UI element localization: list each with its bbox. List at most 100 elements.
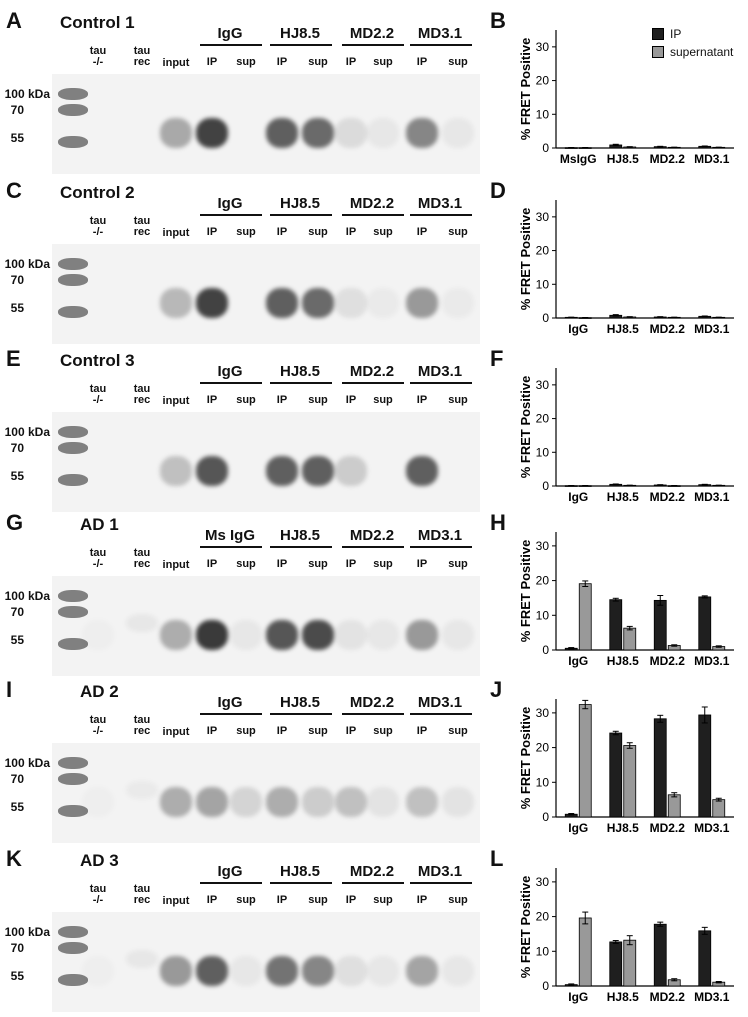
protein-band: [196, 456, 228, 486]
y-tick-label: 10: [536, 775, 550, 789]
antibody-label: MD3.1: [417, 363, 463, 380]
protein-band: [160, 118, 192, 148]
molecular-weight-marker: 100 kDa: [4, 87, 50, 101]
protein-band: [302, 956, 334, 986]
y-axis-label: % FRET Positive: [518, 208, 533, 311]
lane-label-ip: IP: [206, 394, 218, 406]
western-blot: [52, 743, 480, 843]
y-tick-label: 30: [536, 539, 550, 553]
blot-panel-letter: K: [6, 846, 22, 871]
x-tick-label: IgG: [568, 821, 588, 835]
protein-band: [406, 620, 438, 650]
y-tick-label: 0: [542, 141, 549, 155]
protein-band: [302, 620, 334, 650]
antibody-underline: [270, 882, 332, 884]
antibody-label: MD2.2: [349, 694, 395, 711]
ladder-band: [58, 926, 88, 938]
protein-band: [160, 787, 192, 817]
protein-band: [266, 956, 298, 986]
bar-chart: 0 10 20 30% FRET Positive IgG HJ8.5 MD2.2 MD3.1: [484, 669, 746, 839]
protein-band: [196, 288, 228, 318]
bar-ip: [653, 718, 667, 818]
protein-band: [230, 956, 262, 986]
western-blot: [52, 74, 480, 174]
lane-label-ip: IP: [276, 894, 288, 906]
bar-ip: [698, 714, 712, 818]
ladder-band: [58, 274, 88, 286]
protein-band: [335, 118, 367, 148]
lane-label-tau-knockout: tau -/-: [89, 215, 107, 238]
molecular-weight-marker: 55: [10, 633, 24, 647]
y-tick-label: 10: [536, 445, 550, 459]
antibody-underline: [270, 214, 332, 216]
protein-band: [266, 118, 298, 148]
y-tick-label: 0: [542, 479, 549, 493]
molecular-weight-marker: 100 kDa: [4, 589, 50, 603]
antibody-underline: [410, 44, 472, 46]
x-tick-label: MD2.2: [650, 821, 686, 835]
lane-label-input: input: [162, 726, 190, 738]
ladder-band: [58, 442, 88, 454]
antibody-underline: [410, 382, 472, 384]
bar-ip: [609, 732, 623, 818]
bar-ip: [609, 941, 623, 987]
antibody-underline: [342, 214, 404, 216]
x-tick-label: IgG: [568, 654, 588, 668]
antibody-label: Ms IgG: [204, 527, 255, 544]
lane-label-ip: IP: [276, 56, 288, 68]
chart-panel-letter: H: [490, 510, 506, 535]
bar-chart-svg: 0 10 20 30% FRET Positive IgG HJ8.5 MD2.2 MD3.1: [518, 200, 734, 336]
lane-label-ip: IP: [206, 894, 218, 906]
legend-label: supernatant: [670, 45, 734, 59]
lane-label-sup: sup: [448, 394, 468, 406]
protein-band: [406, 456, 438, 486]
x-tick-label: HJ8.5: [607, 322, 639, 336]
protein-band: [406, 956, 438, 986]
lane-label-sup: sup: [373, 394, 393, 406]
protein-band: [196, 118, 228, 148]
bar-chart-svg: 0 10 20 30% FRET Positive IgG HJ8.5 MD2.2 MD3.1: [518, 532, 734, 668]
ladder-band: [58, 638, 88, 650]
lane-label-ip: IP: [416, 725, 428, 737]
x-tick-label: MD2.2: [650, 990, 686, 1004]
lane-label-input: input: [162, 227, 190, 239]
antibody-label: MD3.1: [417, 527, 463, 544]
panel-row: G H AD 1 tau -/- tau rec input Ms IgG IP sup HJ8.5 I…: [0, 502, 748, 676]
antibody-underline: [410, 214, 472, 216]
lane-label-sup: sup: [373, 725, 393, 737]
panel-row: K L AD 3 tau -/- tau rec input IgG IP sup HJ8.5 IP su…: [0, 838, 748, 1012]
sample-title: Control 2: [60, 183, 135, 202]
panel-row: I J AD 2 tau -/- tau rec input IgG IP sup HJ8.5 IP su…: [0, 669, 748, 843]
protein-band: [406, 288, 438, 318]
antibody-underline: [270, 382, 332, 384]
bar-ip: [609, 599, 623, 651]
antibody-label: MD2.2: [349, 25, 395, 42]
lane-label-input: input: [162, 895, 190, 907]
antibody-label: MD3.1: [417, 863, 463, 880]
antibody-underline: [342, 713, 404, 715]
x-tick-label: MD3.1: [694, 490, 730, 504]
lane-label-sup: sup: [236, 394, 256, 406]
antibody-underline: [270, 713, 332, 715]
bar-chart: 0 10 20 30% FRET Positive IgG HJ8.5 MD2.2 MD3.1: [484, 338, 746, 508]
ladder-band: [58, 974, 88, 986]
lane-label-sup: sup: [308, 725, 328, 737]
y-axis-label: % FRET Positive: [518, 707, 533, 810]
sample-title: Control 1: [60, 13, 135, 32]
antibody-underline: [200, 382, 262, 384]
bar-ip: [698, 930, 712, 987]
lane-label-sup: sup: [373, 894, 393, 906]
x-tick-label: MD2.2: [650, 654, 686, 668]
x-tick-label: HJ8.5: [607, 821, 639, 835]
lane-label-ip: IP: [206, 226, 218, 238]
protein-band: [266, 620, 298, 650]
antibody-underline: [200, 44, 262, 46]
lane-label-sup: sup: [308, 558, 328, 570]
lane-label-tau-recombinant: tau rec: [133, 215, 151, 238]
legend-swatch: [652, 28, 664, 40]
lane-label-ip: IP: [416, 558, 428, 570]
ladder-band: [58, 258, 88, 270]
y-tick-label: 30: [536, 378, 550, 392]
lane-label-ip: IP: [345, 226, 357, 238]
antibody-label: HJ8.5: [279, 363, 321, 380]
